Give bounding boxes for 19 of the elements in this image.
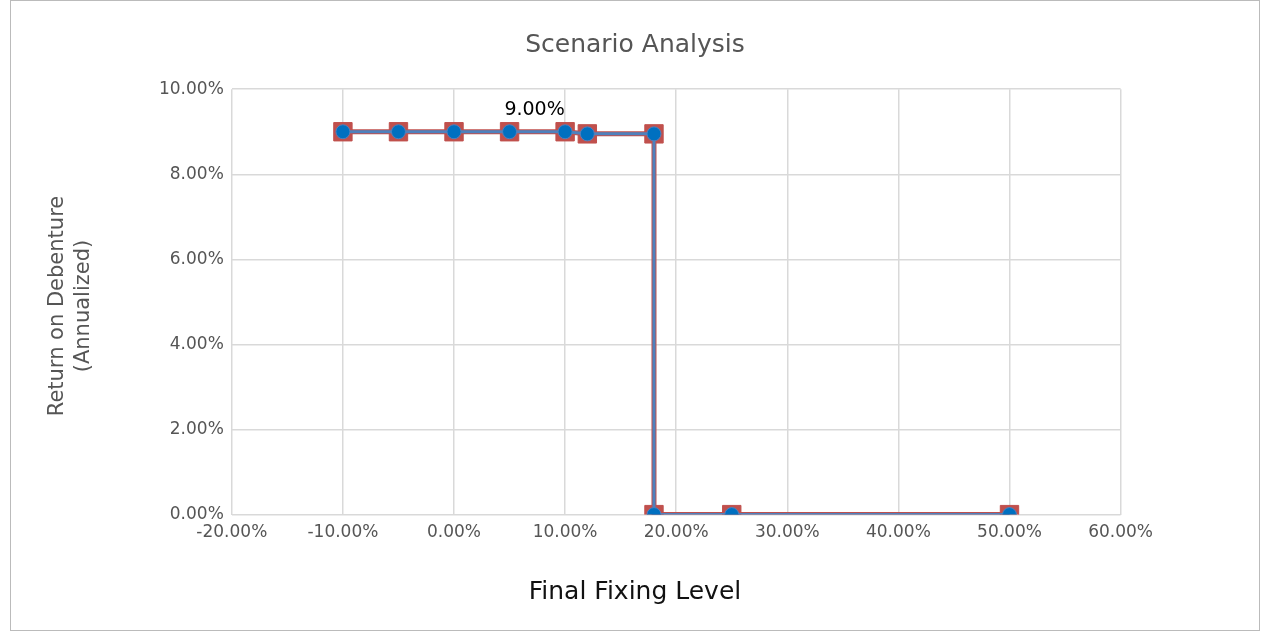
x-tick-label: 40.00% bbox=[865, 521, 931, 542]
chart-title: Scenario Analysis bbox=[524, 29, 746, 58]
x-tick-label: 60.00% bbox=[1088, 521, 1153, 542]
y-tick-label: 2.00% bbox=[169, 417, 224, 438]
y-tick-label: 4.00% bbox=[169, 332, 224, 353]
x-axis-title: Final Fixing Level bbox=[527, 576, 743, 605]
x-tick-label: 0.00% bbox=[427, 521, 482, 542]
x-tick-label: 10.00% bbox=[532, 521, 598, 542]
data-label: 9.00% bbox=[504, 97, 565, 120]
x-tick-label: 30.00% bbox=[754, 521, 820, 542]
y-tick-label: 6.00% bbox=[169, 247, 224, 268]
y-tick-label: 10.00% bbox=[158, 77, 224, 98]
x-tick-label: 50.00% bbox=[977, 521, 1042, 542]
x-tick-label: -10.00% bbox=[307, 521, 379, 542]
y-tick-label: 8.00% bbox=[169, 162, 224, 183]
x-tick-label: -20.00% bbox=[196, 521, 268, 542]
y-axis-title: Return on Debenture (Annualized) bbox=[42, 194, 95, 419]
y-tick-label: 0.00% bbox=[169, 503, 224, 524]
x-tick-label: 20.00% bbox=[643, 521, 709, 542]
